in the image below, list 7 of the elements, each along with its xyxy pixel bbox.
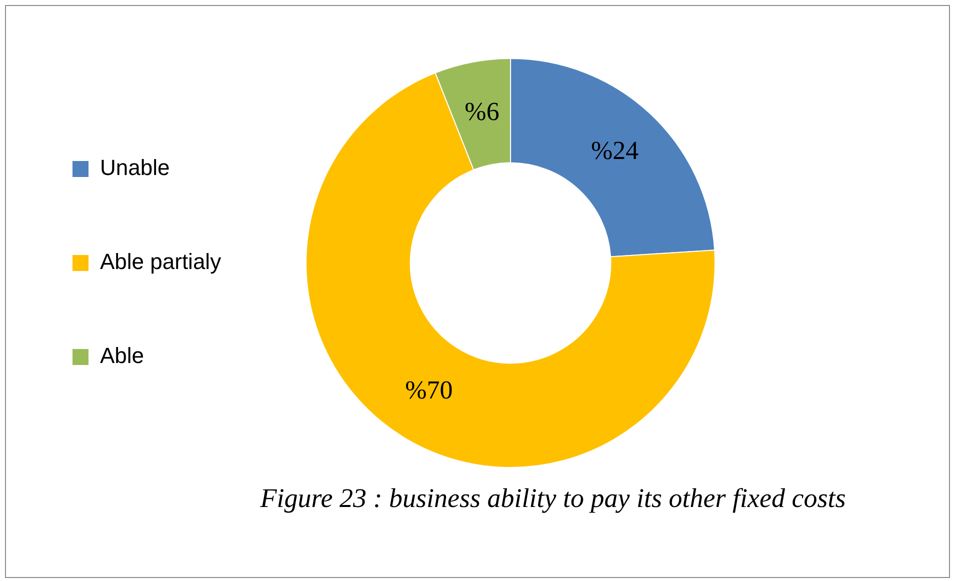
legend-label: Unable: [100, 155, 170, 180]
data-label: %24: [590, 136, 639, 165]
data-label: %6: [464, 97, 500, 126]
caption: Figure 23 : business ability to pay its other fixed costs: [259, 483, 846, 514]
legend-label: Able: [100, 343, 144, 368]
data-label: %70: [405, 375, 453, 404]
legend-label: Able partialy: [100, 249, 222, 274]
